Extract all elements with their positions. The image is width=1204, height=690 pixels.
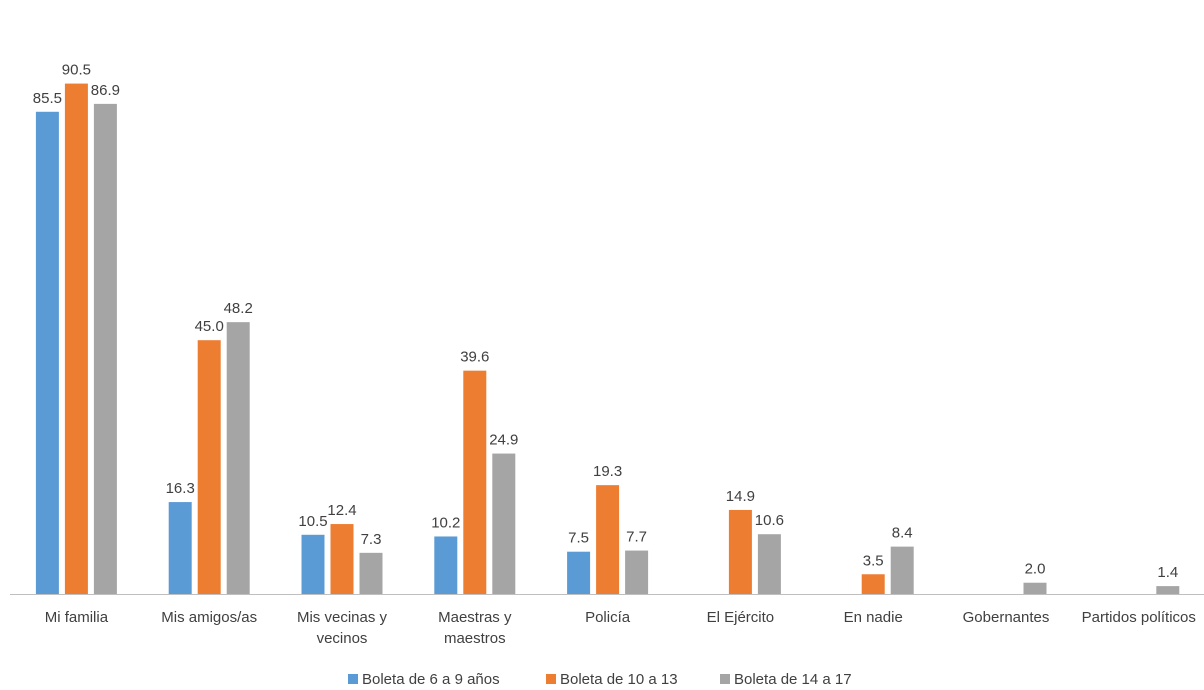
- bar-1-4: [434, 536, 458, 594]
- x-tick-label-2: Mis amigos/as: [161, 609, 257, 626]
- bar-2-6: [728, 509, 752, 594]
- x-tick-label-6: El Ejército: [707, 609, 775, 626]
- bar-3-8: [1023, 582, 1047, 594]
- data-label-1-2: 16.3: [166, 480, 195, 497]
- legend-swatch-2: [546, 674, 556, 684]
- bar-2-5: [596, 485, 620, 594]
- legend-label-2: Boleta de 10 a 13: [560, 671, 678, 688]
- data-label-3-9: 1.4: [1157, 564, 1178, 581]
- data-label-1-3: 10.5: [298, 513, 327, 530]
- data-label-3-4: 24.9: [489, 432, 518, 449]
- x-tick-label-8: Gobernantes: [963, 609, 1050, 626]
- bar-1-3: [301, 534, 325, 594]
- bar-2-1: [64, 83, 88, 594]
- data-label-3-2: 48.2: [224, 300, 253, 317]
- legend-label-3: Boleta de 14 a 17: [734, 671, 852, 688]
- data-label-3-6: 10.6: [755, 512, 784, 529]
- x-tick-label-4: Maestras y maestros: [438, 609, 512, 647]
- data-label-3-8: 2.0: [1025, 561, 1046, 578]
- x-tick-label-9: Partidos políticos: [1082, 609, 1196, 626]
- x-tick-label-3: Mis vecinas y vecinos: [297, 609, 388, 647]
- bar-2-4: [463, 370, 487, 594]
- legend-swatch-1: [348, 674, 358, 684]
- bar-2-7: [861, 574, 885, 594]
- bar-3-6: [757, 534, 781, 594]
- x-tick-label-5: Policía: [585, 609, 631, 626]
- data-label-1-5: 7.5: [568, 530, 589, 547]
- bar-3-7: [890, 546, 914, 594]
- data-labels-group: 85.590.586.9 16.3 45.048.2 10.512.4 7.3 10.2 3…: [33, 62, 1178, 582]
- bar-3-2: [226, 322, 250, 594]
- bar-3-5: [625, 550, 649, 594]
- x-tick-label-1: Mi familia: [45, 609, 109, 626]
- data-label-2-2: 45.0: [195, 318, 224, 335]
- bar-1-2: [168, 502, 192, 594]
- bar-2-2: [197, 340, 221, 594]
- bars-group: [35, 83, 1180, 594]
- data-label-2-7: 3.5: [863, 552, 884, 569]
- legend-label-1: Boleta de 6 a 9 años: [362, 671, 500, 688]
- data-label-3-7: 8.4: [892, 525, 913, 542]
- data-label-2-3: 12.4: [327, 502, 356, 519]
- x-axis-labels-group: Mi familia Mis amigos/as Mis vecinas y veci…: [45, 609, 1196, 647]
- data-label-3-5: 7.7: [626, 529, 647, 546]
- data-label-2-1: 90.5: [62, 62, 91, 79]
- data-label-3-1: 86.9: [91, 82, 120, 99]
- data-label-2-4: 39.6: [460, 349, 489, 366]
- legend-swatch-3: [720, 674, 730, 684]
- data-label-1-1: 85.5: [33, 90, 62, 107]
- legend: Boleta de 6 a 9 años Boleta de 10 a 13 Bol…: [348, 671, 852, 688]
- bar-3-9: [1156, 586, 1180, 594]
- bar-2-3: [330, 524, 354, 594]
- data-label-1-4: 10.2: [431, 514, 460, 531]
- data-label-3-3: 7.3: [361, 531, 382, 548]
- bar-1-5: [567, 551, 591, 594]
- bar-1-1: [35, 111, 59, 594]
- data-label-2-5: 19.3: [593, 463, 622, 480]
- bar-3-3: [359, 552, 383, 594]
- bar-3-4: [492, 453, 516, 594]
- data-label-2-6: 14.9: [726, 488, 755, 505]
- x-tick-label-7: En nadie: [844, 609, 903, 626]
- bar-3-1: [93, 103, 117, 594]
